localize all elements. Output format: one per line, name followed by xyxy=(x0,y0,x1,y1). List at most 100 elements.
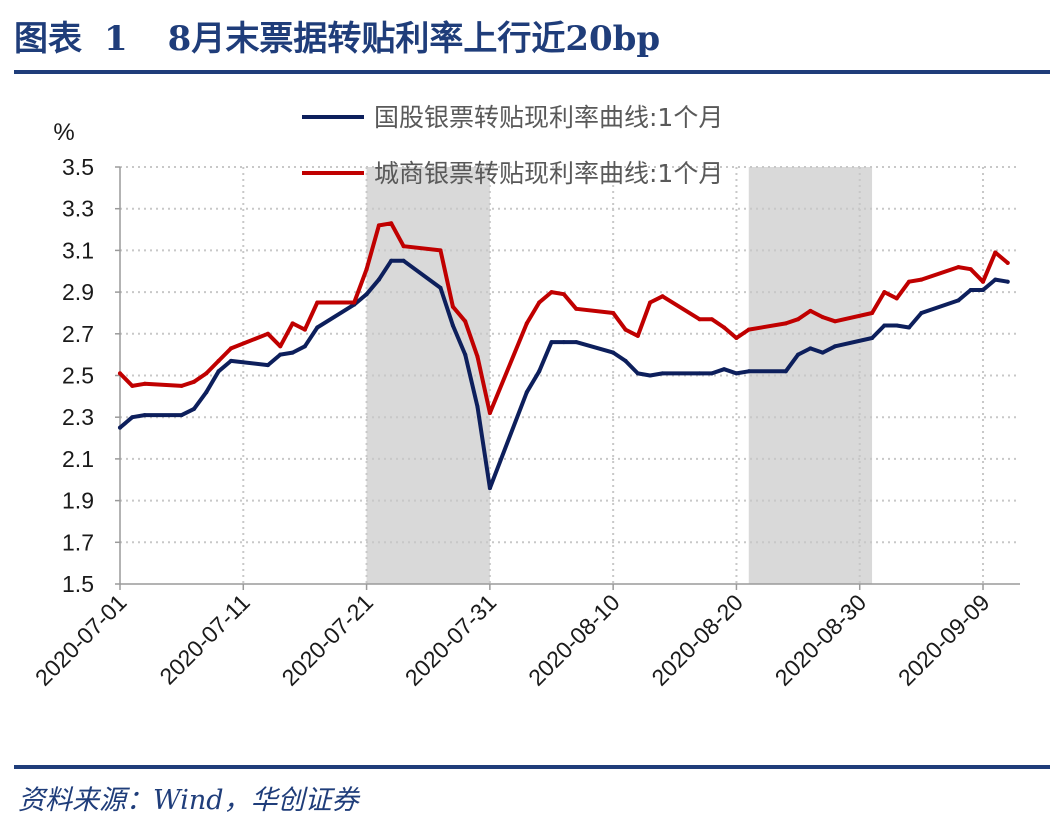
data-point-series-1 xyxy=(142,413,147,418)
title-rule xyxy=(14,70,1050,74)
data-point-series-2 xyxy=(364,267,369,272)
data-point-series-2 xyxy=(820,315,825,320)
data-point-series-1 xyxy=(808,346,813,351)
series-line-2 xyxy=(118,221,1010,415)
data-point-series-2 xyxy=(179,383,184,388)
data-point-series-1 xyxy=(549,340,554,345)
data-point-series-2 xyxy=(438,248,443,253)
data-point-series-2 xyxy=(278,344,283,349)
data-point-series-2 xyxy=(574,306,579,311)
data-point-series-1 xyxy=(179,413,184,418)
data-point-series-1 xyxy=(697,371,702,376)
data-point-series-2 xyxy=(919,277,924,282)
data-point-series-2 xyxy=(549,290,554,295)
data-point-series-2 xyxy=(734,336,739,340)
x-tick-label: 2020-07-11 xyxy=(154,589,254,689)
legend-label-2: 城商银票转贴现利率曲线:1个月 xyxy=(374,159,723,188)
data-point-series-1 xyxy=(919,311,924,315)
data-point-series-1 xyxy=(401,258,406,263)
y-tick-label: 2.1 xyxy=(62,446,94,472)
data-point-series-2 xyxy=(142,381,147,386)
data-point-series-2 xyxy=(450,304,455,309)
data-point-series-2 xyxy=(561,292,566,297)
y-tick-label: 1.5 xyxy=(62,571,94,597)
data-point-series-2 xyxy=(870,311,875,315)
data-point-series-1 xyxy=(968,288,973,292)
data-point-series-2 xyxy=(290,321,295,326)
y-tick-label: 2.9 xyxy=(62,279,94,305)
data-point-series-1 xyxy=(524,390,529,395)
figure-title: 图表 1 8月末票据转贴利率上行近20bp xyxy=(14,10,660,68)
data-point-series-1 xyxy=(635,371,640,376)
data-point-series-2 xyxy=(204,371,209,376)
data-point-series-2 xyxy=(315,300,320,305)
data-point-series-1 xyxy=(376,277,381,282)
data-point-series-1 xyxy=(192,406,196,411)
data-point-series-2 xyxy=(537,300,542,305)
data-point-series-1 xyxy=(302,344,307,349)
figure-title-text: 8月末票据转贴利率上行近20bp xyxy=(167,19,661,59)
data-point-series-1 xyxy=(796,352,801,357)
data-point-series-2 xyxy=(389,221,394,226)
data-point-series-2 xyxy=(882,290,887,295)
data-point-series-2 xyxy=(265,331,270,336)
data-point-series-2 xyxy=(463,319,468,324)
data-point-series-2 xyxy=(376,223,381,228)
figure-label: 图表 xyxy=(14,19,82,59)
data-point-series-1 xyxy=(907,325,911,330)
data-point-series-1 xyxy=(820,350,825,355)
data-point-series-1 xyxy=(364,292,369,297)
data-point-series-2 xyxy=(352,300,357,305)
x-tick-label: 2020-07-01 xyxy=(30,589,132,691)
data-point-series-1 xyxy=(475,404,480,409)
x-tick-label: 2020-08-10 xyxy=(523,589,625,691)
y-tick-label: 2.3 xyxy=(62,404,94,430)
data-point-series-2 xyxy=(660,294,665,299)
data-point-series-1 xyxy=(389,258,394,263)
data-point-series-1 xyxy=(216,369,221,374)
y-tick-label: 2.5 xyxy=(62,363,94,389)
source-note: 资料来源：Wind，华创证券 xyxy=(18,785,359,816)
legend-label-1: 国股银票转贴现利率曲线:1个月 xyxy=(374,103,723,132)
x-tick-label: 2020-07-21 xyxy=(277,589,379,691)
data-point-series-1 xyxy=(315,325,320,330)
data-point-series-2 xyxy=(229,346,233,351)
y-tick-label: 3.1 xyxy=(62,237,94,263)
data-point-series-1 xyxy=(746,369,751,374)
data-point-series-2 xyxy=(635,333,640,338)
y-axis-unit-label: % xyxy=(53,119,74,146)
x-tick-label: 2020-08-20 xyxy=(646,589,748,691)
data-point-series-1 xyxy=(648,373,653,378)
gridlines xyxy=(120,166,1020,584)
data-point-series-2 xyxy=(648,300,653,305)
figure-number: 1 xyxy=(104,19,128,59)
data-point-series-1 xyxy=(882,323,887,328)
data-point-series-2 xyxy=(118,371,122,376)
data-point-series-1 xyxy=(956,298,961,303)
data-point-series-2 xyxy=(192,379,196,384)
data-point-series-1 xyxy=(561,340,566,345)
y-tick-label: 1.9 xyxy=(62,488,94,514)
data-point-series-2 xyxy=(524,321,529,326)
data-point-series-2 xyxy=(746,327,751,332)
data-point-series-1 xyxy=(537,369,542,374)
data-point-series-1 xyxy=(709,371,714,376)
y-tick-label: 3.3 xyxy=(62,196,94,222)
series-lines xyxy=(118,221,1010,491)
data-point-series-1 xyxy=(611,350,616,355)
data-point-series-2 xyxy=(722,325,727,330)
data-point-series-2 xyxy=(907,279,911,284)
data-point-series-1 xyxy=(229,358,233,363)
data-point-series-2 xyxy=(475,354,480,359)
x-tick-label: 2020-08-30 xyxy=(770,589,872,691)
data-point-series-1 xyxy=(290,350,295,355)
data-point-series-2 xyxy=(968,267,973,272)
data-point-series-1 xyxy=(130,415,135,420)
x-tick-label: 2020-09-09 xyxy=(893,589,995,691)
data-point-series-1 xyxy=(734,371,739,376)
data-point-series-2 xyxy=(623,327,628,332)
y-tick-label: 2.7 xyxy=(62,321,94,347)
data-point-series-2 xyxy=(487,411,492,415)
